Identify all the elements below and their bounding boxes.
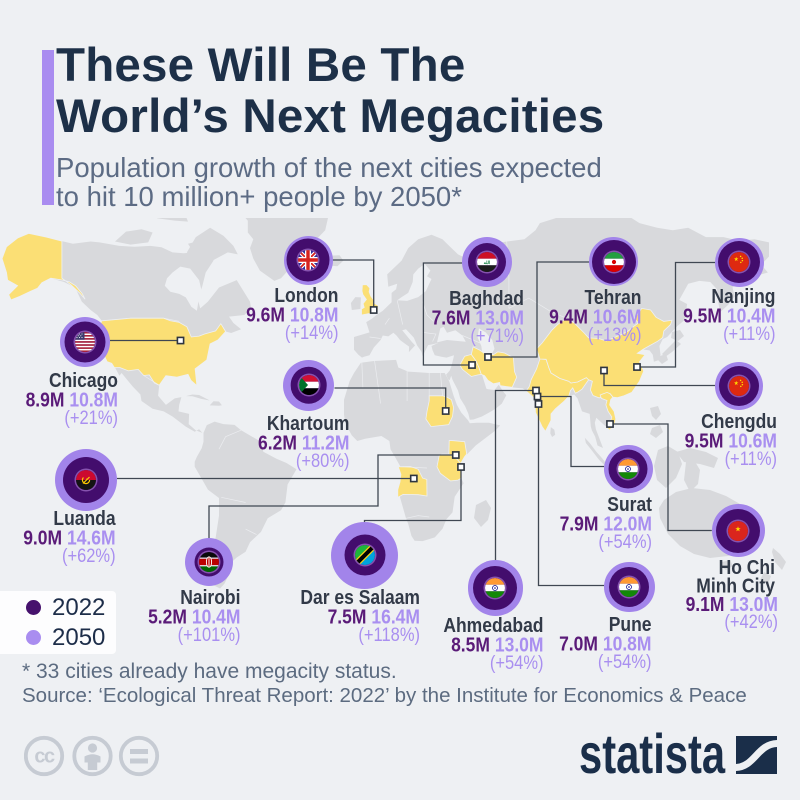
svg-text:cc: cc xyxy=(34,746,55,768)
svg-text:الله: الله xyxy=(484,260,491,265)
